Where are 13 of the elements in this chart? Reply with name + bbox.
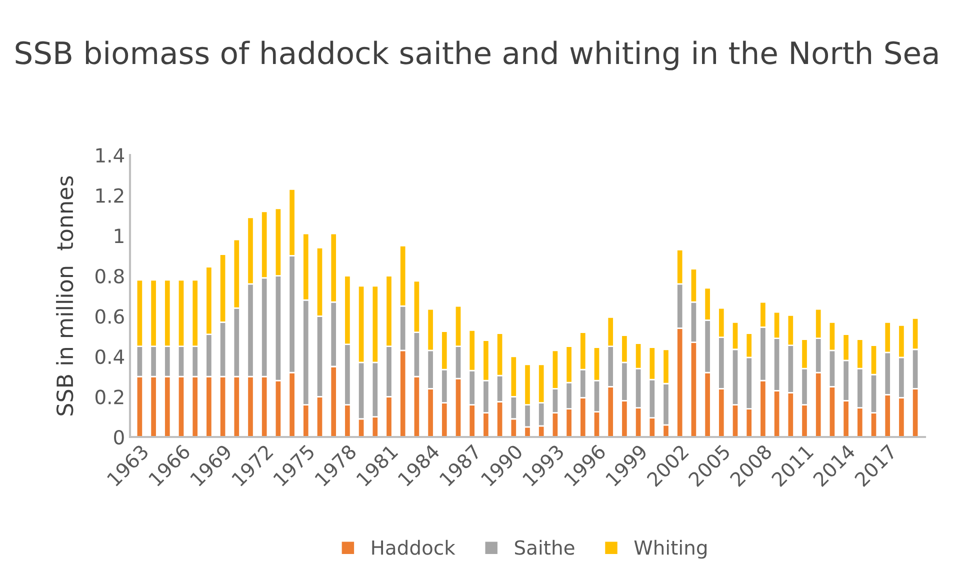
legend-label: Whiting <box>634 540 706 559</box>
legend-label: Haddock <box>372 540 456 555</box>
y-tick-label: 1 <box>114 228 124 243</box>
y-axis-title: SSB in million tonnes <box>56 176 74 416</box>
y-tick-label: 0.8 <box>96 268 124 284</box>
chart-title: SSB biomass of haddock saithe and whiting in the North Sea <box>16 40 938 70</box>
y-tick-label: 0.6 <box>96 309 124 324</box>
y-tick-label: 0.2 <box>96 390 124 404</box>
y-tick-label: 1.2 <box>96 188 124 203</box>
y-tick-label: 1.4 <box>96 148 124 162</box>
y-tick-label: 0.4 <box>96 349 124 364</box>
legend-label: Saithe <box>514 540 574 555</box>
y-tick-label: 0 <box>114 430 124 445</box>
